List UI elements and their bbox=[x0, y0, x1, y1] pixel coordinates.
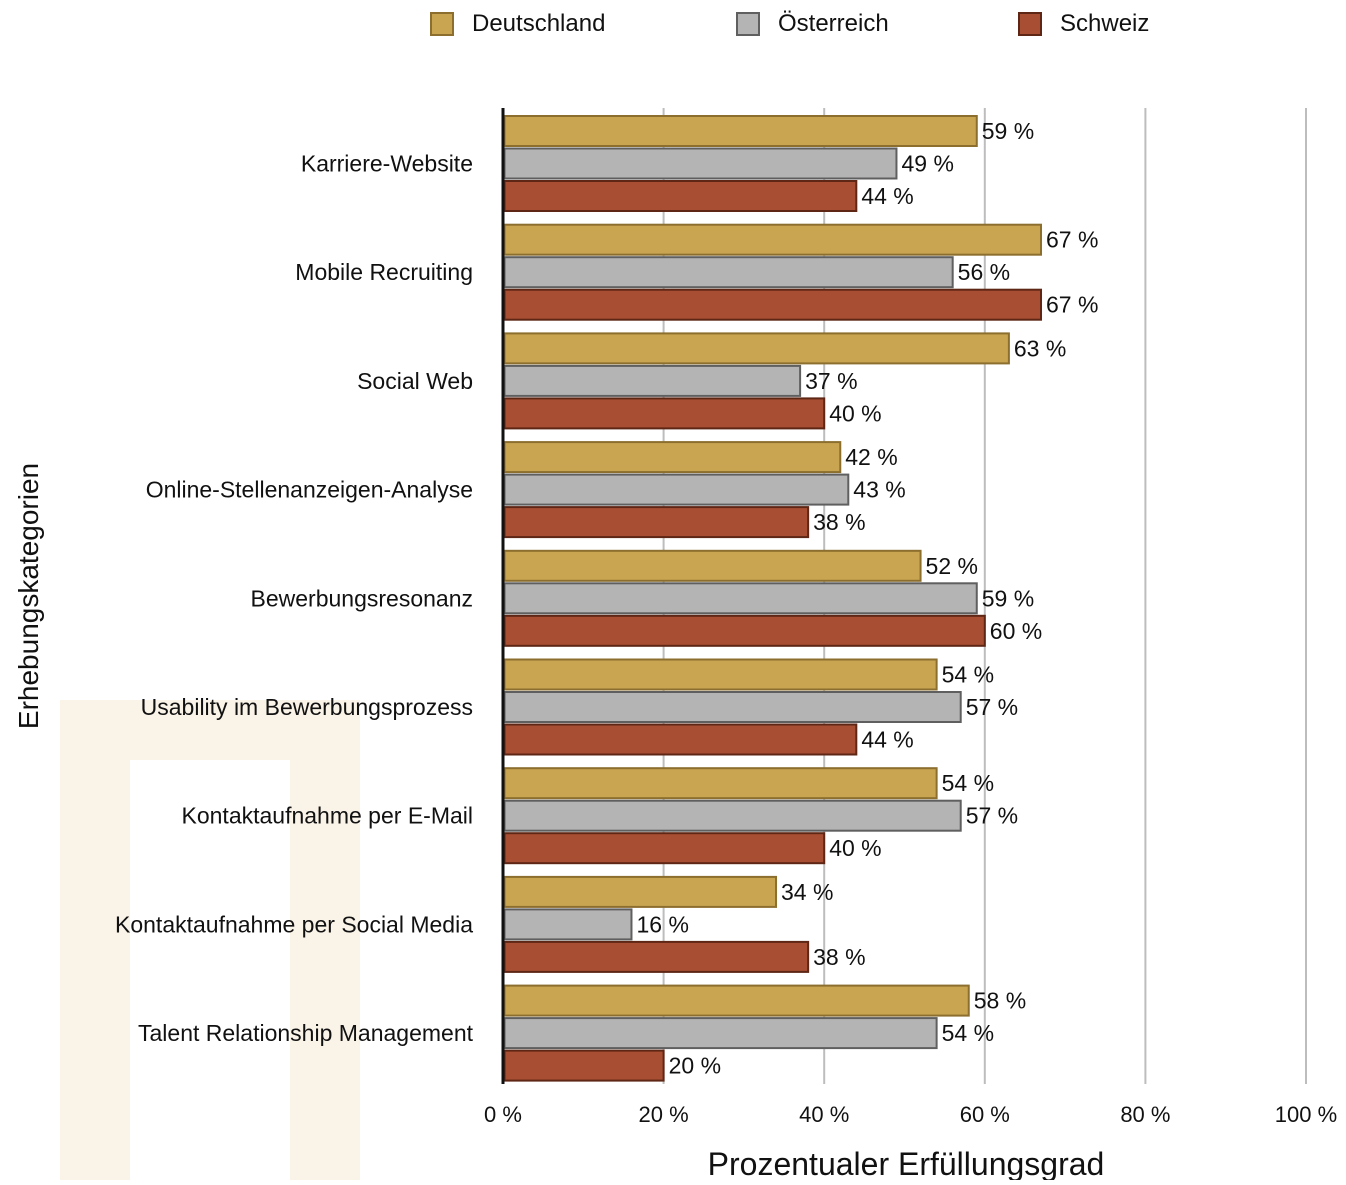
category-label: Karriere-Website bbox=[301, 151, 473, 177]
data-label: 59 % bbox=[982, 118, 1034, 144]
bar-oesterreich bbox=[503, 147, 898, 180]
category-label: Kontaktaufnahme per Social Media bbox=[115, 911, 473, 937]
legend-label-schweiz: Schweiz bbox=[1060, 10, 1150, 37]
x-tick-label: 100 % bbox=[1275, 1102, 1337, 1127]
category-label: Mobile Recruiting bbox=[295, 259, 473, 285]
legend-label-deutschland: Deutschland bbox=[472, 10, 606, 37]
data-label: 56 % bbox=[958, 259, 1010, 285]
legend-swatch-deutschland bbox=[430, 12, 454, 36]
data-label: 44 % bbox=[861, 183, 913, 209]
category-labels: Karriere-Website Mobile Recruiting Social … bbox=[115, 151, 474, 1047]
legend-item-oesterreich: Österreich bbox=[736, 10, 889, 38]
legend-item-deutschland: Deutschland bbox=[430, 10, 605, 38]
bar-schweiz bbox=[503, 832, 826, 865]
x-tick-label: 20 % bbox=[639, 1102, 689, 1127]
data-label: 16 % bbox=[636, 911, 688, 937]
data-label: 54 % bbox=[942, 662, 994, 688]
data-label: 67 % bbox=[1046, 292, 1098, 318]
data-label: 60 % bbox=[990, 618, 1042, 644]
data-label: 54 % bbox=[942, 770, 994, 796]
x-tick-label: 60 % bbox=[960, 1102, 1010, 1127]
data-label: 54 % bbox=[942, 1020, 994, 1046]
bar-deutschland bbox=[503, 332, 1010, 365]
y-axis-title: Erhebungskategorien bbox=[13, 463, 44, 729]
data-label: 44 % bbox=[861, 727, 913, 753]
bar-deutschland bbox=[503, 441, 842, 474]
data-label: 34 % bbox=[781, 879, 833, 905]
category-label: Online-Stellenanzeigen-Analyse bbox=[146, 477, 473, 503]
bar-schweiz bbox=[503, 180, 858, 212]
data-label: 57 % bbox=[966, 803, 1018, 829]
data-label: 20 % bbox=[669, 1053, 721, 1079]
bar-deutschland bbox=[503, 658, 938, 691]
bar-deutschland bbox=[503, 984, 970, 1017]
bar-oesterreich bbox=[503, 582, 978, 615]
bar-oesterreich bbox=[503, 256, 954, 289]
bar-schweiz bbox=[503, 397, 826, 430]
data-labels: 59 % 49 % 44 % 67 % 56 % 67 % 63 % 37 % 40 % 42 %… bbox=[636, 118, 1098, 1079]
category-label: Talent Relationship Management bbox=[138, 1020, 474, 1046]
legend-label-oesterreich: Österreich bbox=[778, 10, 889, 37]
bar-oesterreich bbox=[503, 691, 962, 723]
x-tick-label: 40 % bbox=[799, 1102, 849, 1127]
data-label: 49 % bbox=[901, 151, 953, 177]
data-label: 43 % bbox=[853, 477, 905, 503]
legend: Deutschland Österreich Schweiz bbox=[0, 10, 1346, 44]
legend-item-schweiz: Schweiz bbox=[1018, 10, 1149, 38]
bar-oesterreich bbox=[503, 908, 633, 941]
x-axis-title: Prozentualer Erfüllungsgrad bbox=[708, 1146, 1105, 1180]
data-label: 40 % bbox=[829, 835, 881, 861]
bar-schweiz bbox=[503, 1049, 665, 1082]
x-tick-labels: 0 % 20 % 40 % 60 % 80 % 100 % bbox=[484, 1102, 1337, 1127]
data-label: 67 % bbox=[1046, 227, 1098, 253]
bar-oesterreich bbox=[503, 799, 962, 832]
data-label: 63 % bbox=[1014, 335, 1066, 361]
bar-schweiz bbox=[503, 723, 858, 756]
x-tick-label: 80 % bbox=[1120, 1102, 1170, 1127]
category-label: Bewerbungsresonanz bbox=[251, 585, 473, 611]
bar-schweiz bbox=[503, 614, 986, 647]
data-label: 58 % bbox=[974, 988, 1026, 1014]
bar-deutschland bbox=[503, 875, 778, 908]
bar-schweiz bbox=[503, 940, 810, 973]
data-label: 52 % bbox=[926, 553, 978, 579]
data-label: 40 % bbox=[829, 400, 881, 426]
data-label: 57 % bbox=[966, 694, 1018, 720]
data-label: 37 % bbox=[805, 368, 857, 394]
category-label: Kontaktaufnahme per E-Mail bbox=[182, 803, 474, 829]
bars bbox=[503, 115, 1043, 1082]
bar-deutschland bbox=[503, 115, 978, 147]
bar-oesterreich bbox=[503, 364, 802, 397]
bar-oesterreich bbox=[503, 473, 850, 506]
legend-swatch-oesterreich bbox=[736, 12, 760, 36]
data-label: 42 % bbox=[845, 444, 897, 470]
legend-swatch-schweiz bbox=[1018, 12, 1042, 36]
data-label: 38 % bbox=[813, 509, 865, 535]
bar-schweiz bbox=[503, 288, 1043, 321]
bar-schweiz bbox=[503, 506, 810, 539]
category-label: Social Web bbox=[357, 368, 473, 394]
bar-oesterreich bbox=[503, 1017, 938, 1050]
bar-deutschland bbox=[503, 223, 1043, 256]
bar-deutschland bbox=[503, 767, 938, 800]
watermark-logo bbox=[60, 700, 360, 1180]
data-label: 59 % bbox=[982, 585, 1034, 611]
x-tick-label: 0 % bbox=[484, 1102, 522, 1127]
bar-deutschland bbox=[503, 549, 922, 582]
data-label: 38 % bbox=[813, 944, 865, 970]
category-label: Usability im Bewerbungsprozess bbox=[141, 694, 473, 720]
